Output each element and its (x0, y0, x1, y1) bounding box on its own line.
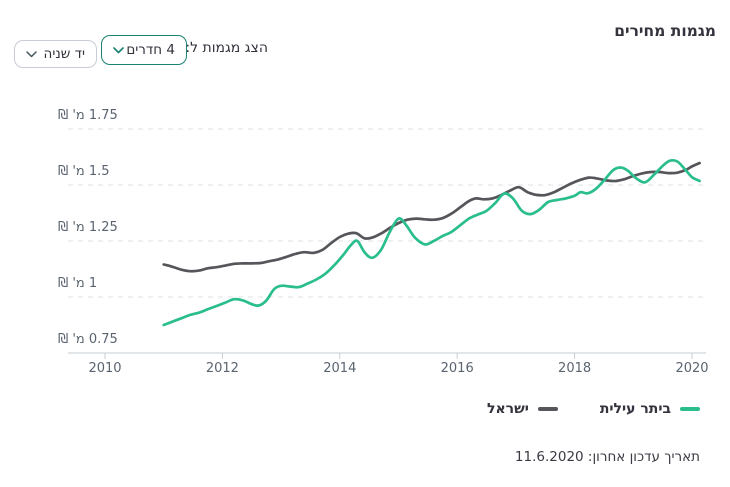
x-axis-label: 2010 (88, 361, 122, 376)
show-trends-for-label: הצג מגמות ל: (185, 40, 268, 56)
series-color-swatch (680, 407, 700, 411)
legend-item-israel[interactable]: ישראל (487, 401, 558, 417)
last-update-date: תאריך עדכון אחרון: 11.6.2020 (514, 449, 700, 465)
page-title: מגמות מחירים (614, 22, 716, 40)
legend-item-beitar-illit[interactable]: ביתר עילית (600, 401, 700, 417)
y-axis-label: 1.5 מ' ₪ (58, 164, 110, 179)
condition-dropdown-value: יד שניה (43, 46, 86, 62)
x-axis-label: 2014 (323, 361, 357, 376)
y-axis-label: 1 מ' ₪ (58, 276, 98, 291)
chart-legend: ביתר עילית ישראל (487, 401, 700, 417)
condition-dropdown[interactable]: יד שניה (14, 40, 97, 68)
y-axis-label: 1.25 מ' ₪ (58, 220, 118, 235)
legend-label: ביתר עילית (599, 401, 671, 417)
x-axis-label: 2018 (558, 361, 592, 376)
y-axis-label: 0.75 מ' ₪ (58, 332, 118, 347)
x-axis-label: 2016 (440, 361, 474, 376)
series-line-israel[interactable] (162, 161, 701, 273)
rooms-dropdown-value: 4 חדרים (126, 42, 175, 58)
chevron-down-icon (113, 46, 124, 54)
legend-label: ישראל (487, 401, 529, 417)
x-axis-label: 2012 (205, 361, 239, 376)
y-axis-label: 1.75 מ' ₪ (58, 108, 118, 123)
rooms-dropdown[interactable]: 4 חדרים (101, 35, 187, 65)
series-color-swatch (537, 407, 558, 411)
series-line-beitar-illit[interactable] (162, 158, 701, 327)
x-axis-label: 2020 (675, 361, 709, 376)
chevron-down-icon (26, 50, 37, 58)
